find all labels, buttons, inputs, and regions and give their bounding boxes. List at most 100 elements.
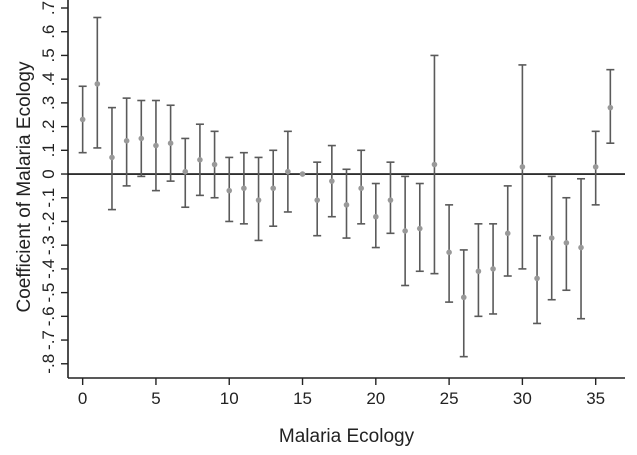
data-point bbox=[197, 156, 203, 163]
y-tick-label: -.3 bbox=[39, 235, 58, 255]
errorbar-group bbox=[401, 175, 410, 287]
data-point bbox=[109, 154, 115, 161]
errorbar-group bbox=[283, 130, 292, 213]
errorbar-group bbox=[518, 64, 527, 270]
data-point bbox=[123, 138, 130, 144]
x-tick-label: 15 bbox=[293, 389, 312, 408]
y-tick-label: 0 bbox=[39, 169, 58, 178]
data-point bbox=[548, 235, 555, 241]
errorbar-group bbox=[254, 156, 263, 242]
x-tick-label: 35 bbox=[586, 389, 605, 408]
data-point bbox=[182, 168, 189, 175]
data-point bbox=[431, 161, 438, 168]
data-point bbox=[211, 161, 218, 168]
y-tick-label: -.4 bbox=[39, 259, 58, 279]
errorbar-group bbox=[181, 137, 190, 209]
data-point bbox=[94, 81, 101, 87]
data-point bbox=[387, 197, 394, 203]
data-point bbox=[563, 240, 570, 246]
errorbar-group bbox=[122, 97, 131, 187]
errorbar-group bbox=[166, 104, 175, 182]
errorbar-group bbox=[93, 16, 102, 149]
y-tick-label: .4 bbox=[39, 72, 58, 86]
y-tick-label: .5 bbox=[39, 48, 58, 62]
data-point bbox=[270, 185, 277, 192]
errorbar-group bbox=[386, 161, 395, 235]
data-point bbox=[460, 294, 467, 301]
errorbar-group bbox=[327, 144, 336, 218]
errorbar-group bbox=[78, 85, 87, 154]
y-tick-label: .6 bbox=[39, 25, 58, 39]
x-tick-label: 10 bbox=[220, 389, 239, 408]
data-point bbox=[519, 164, 526, 170]
errorbar-group bbox=[415, 182, 424, 273]
data-point bbox=[416, 225, 423, 232]
errorbar-group bbox=[210, 130, 219, 199]
data-point bbox=[314, 197, 320, 203]
data-point bbox=[343, 202, 350, 208]
data-point bbox=[153, 142, 159, 149]
errorbar-group bbox=[489, 223, 498, 315]
x-tick-label: 30 bbox=[513, 389, 532, 408]
data-point bbox=[226, 187, 233, 194]
errorbar-group bbox=[137, 99, 146, 178]
y-tick-label: -.7 bbox=[39, 330, 58, 350]
x-tick-label: 0 bbox=[78, 389, 87, 408]
errorbar-group bbox=[430, 54, 439, 275]
data-point bbox=[402, 228, 408, 234]
data-point bbox=[592, 164, 599, 170]
y-tick-label: .1 bbox=[39, 143, 58, 157]
data-point bbox=[504, 230, 511, 237]
data-point bbox=[358, 185, 364, 192]
errorbar-group bbox=[445, 204, 454, 303]
errorbar-group bbox=[313, 161, 322, 237]
data-point bbox=[138, 135, 145, 142]
data-point bbox=[490, 266, 496, 272]
data-point bbox=[167, 140, 174, 146]
x-axis-label: Malaria Ecology bbox=[279, 426, 415, 447]
y-tick-label: -.1 bbox=[39, 188, 58, 208]
y-tick-label: .2 bbox=[39, 119, 58, 133]
errorbar-group bbox=[195, 123, 204, 197]
errorbar-group bbox=[225, 156, 234, 223]
chart-marks bbox=[78, 16, 615, 358]
errorbar-group bbox=[107, 106, 116, 211]
data-point bbox=[446, 249, 452, 256]
data-point bbox=[299, 171, 306, 177]
x-tick-label: 25 bbox=[440, 389, 459, 408]
data-point bbox=[255, 197, 262, 203]
errorbar-group bbox=[533, 234, 542, 325]
y-axis-label: Coefficient of Malaria Ecology bbox=[14, 61, 35, 312]
y-tick-label: -.8 bbox=[39, 354, 58, 374]
errorbar-group bbox=[357, 149, 366, 225]
errorbar-group bbox=[562, 196, 571, 292]
x-tick-label: 20 bbox=[366, 389, 385, 408]
data-point bbox=[475, 268, 482, 275]
errorbar-group bbox=[371, 182, 380, 249]
errorbar-group bbox=[299, 171, 306, 177]
x-tick-label: 5 bbox=[151, 389, 160, 408]
data-point bbox=[534, 275, 540, 282]
errorbar-group bbox=[151, 99, 160, 192]
data-point bbox=[578, 244, 584, 251]
errorbar-group bbox=[474, 223, 483, 318]
errorbar-group bbox=[606, 68, 615, 144]
errorbar-group bbox=[342, 168, 351, 239]
errorbar-group bbox=[577, 177, 586, 320]
errorbar-group bbox=[591, 130, 600, 206]
errorbar-group bbox=[269, 149, 278, 228]
axes: -.8 -.7 -.6 -.5 -.4 -.3 -.2 -.1 0 .1 .2 .3 .4 .5 .6 .7 0… bbox=[39, 0, 625, 408]
errorbar-group bbox=[459, 249, 468, 358]
y-tick-label: -.2 bbox=[39, 212, 58, 232]
data-point bbox=[373, 213, 379, 220]
y-tick-label: .3 bbox=[39, 96, 58, 110]
errorbar-group bbox=[239, 151, 248, 225]
y-tick-label: -.5 bbox=[39, 283, 58, 303]
y-tick-label: .7 bbox=[39, 1, 58, 15]
data-point bbox=[241, 185, 247, 192]
data-point bbox=[79, 116, 86, 123]
errorbar-group bbox=[547, 175, 556, 301]
errorbar-group bbox=[503, 185, 512, 277]
data-point bbox=[285, 168, 291, 175]
